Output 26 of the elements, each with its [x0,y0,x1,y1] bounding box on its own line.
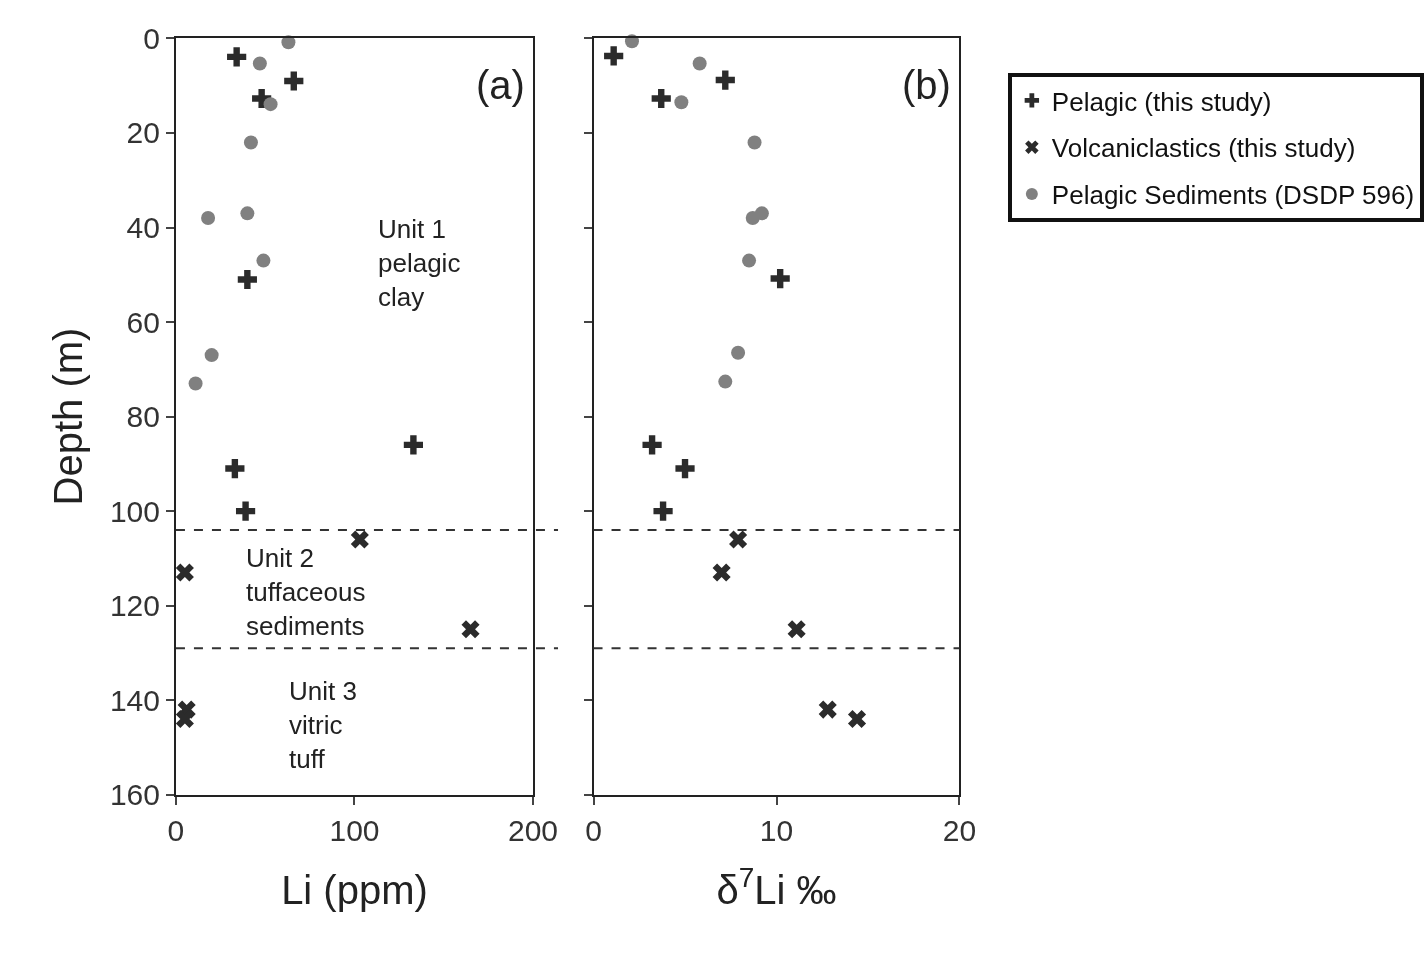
x-tick-label: 200 [507,813,559,847]
x-tick-label: 10 [759,813,794,847]
y-tick-label: 120 [109,589,160,623]
legend-label: Pelagic (this study) [1051,86,1272,117]
annotation: Unit 2 tuffaceous sediments [246,543,366,641]
y-tick-label: 40 [126,211,160,245]
y-tick-label: 140 [109,683,160,717]
y-axis-title: Depth (m) [45,327,90,506]
x-axis-title: δ$^{7}$Li ‰ [716,861,837,912]
legend-label: Pelagic Sediments (DSDP 596) [1051,180,1415,211]
y-tick-label: 160 [109,778,160,812]
y-tick-label: 100 [109,494,160,528]
x-axis-title: Li (ppm) [281,867,428,912]
y-tick-label: 80 [126,400,160,434]
x-tick-label: 100 [329,813,380,847]
y-tick-label: 0 [143,21,160,55]
annotation: Unit 1 pelagic clay [378,214,461,312]
x-tick-label: 0 [585,813,602,847]
annotation: (b) [902,63,951,107]
x-tick-label: 20 [942,813,977,847]
y-tick-label: 20 [126,116,160,150]
y-tick-label: 60 [126,305,160,339]
annotation: Unit 3 vitric tuff [289,676,357,774]
x-tick-label: 0 [167,813,185,847]
legend-label: Volcaniclastics (this study) [1051,133,1356,164]
annotation: (a) [476,63,525,107]
